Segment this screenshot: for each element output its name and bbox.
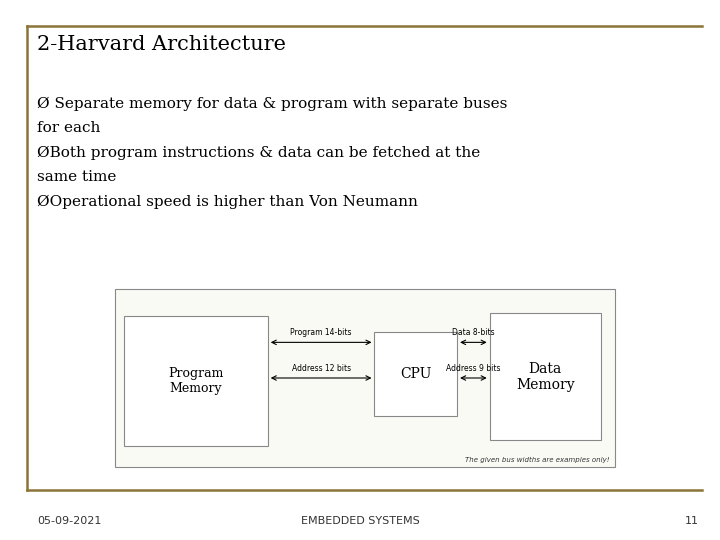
Text: ØBoth program instructions & data can be fetched at the: ØBoth program instructions & data can be… (37, 146, 481, 160)
Text: 2-Harvard Architecture: 2-Harvard Architecture (37, 35, 287, 54)
Text: 11: 11 (685, 516, 698, 526)
Text: Data
Memory: Data Memory (516, 362, 575, 392)
Text: 05-09-2021: 05-09-2021 (37, 516, 102, 526)
Bar (115, 289, 615, 467)
Text: Address 12 bits: Address 12 bits (292, 363, 351, 373)
Text: Program 14-bits: Program 14-bits (290, 328, 352, 337)
Text: Address 9 bits: Address 9 bits (446, 363, 500, 373)
Text: for each: for each (37, 122, 101, 136)
Text: ØOperational speed is higher than Von Neumann: ØOperational speed is higher than Von Ne… (37, 194, 418, 208)
Text: Data 8-bits: Data 8-bits (452, 328, 495, 337)
Bar (374, 332, 457, 416)
Text: EMBEDDED SYSTEMS: EMBEDDED SYSTEMS (301, 516, 419, 526)
Text: Ø Separate memory for data & program with separate buses: Ø Separate memory for data & program wit… (37, 97, 508, 111)
Text: Program
Memory: Program Memory (168, 367, 223, 395)
Text: same time: same time (37, 170, 117, 184)
Text: CPU: CPU (400, 367, 431, 381)
Bar (124, 316, 268, 446)
Bar (490, 313, 601, 440)
Text: The given bus widths are examples only!: The given bus widths are examples only! (464, 457, 609, 463)
